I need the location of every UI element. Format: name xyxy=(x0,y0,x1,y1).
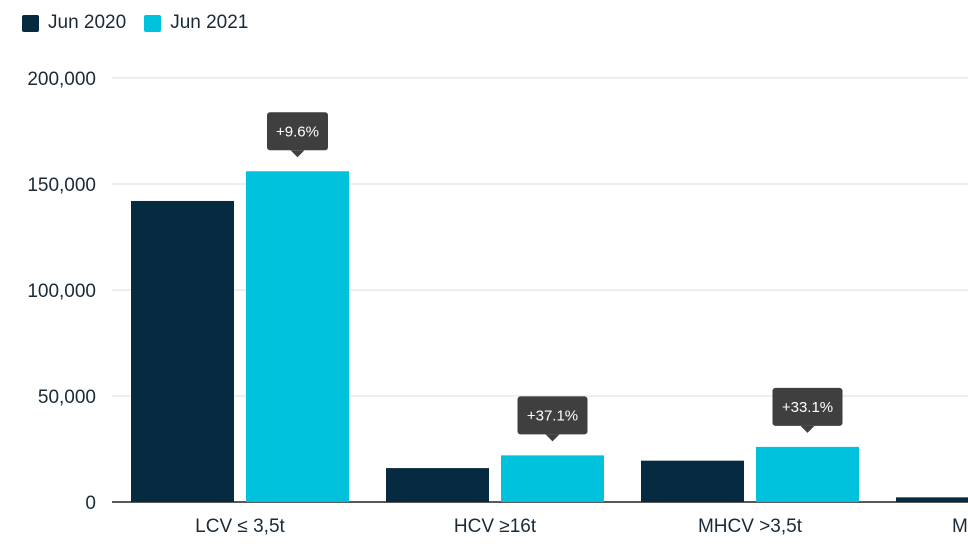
y-tick-label: 150,000 xyxy=(27,175,96,196)
annotation-label: +33.1% xyxy=(782,399,833,416)
legend-item-jun-2021: Jun 2021 xyxy=(144,12,248,34)
annotation-pointer xyxy=(290,150,305,158)
legend-item-jun-2020: Jun 2020 xyxy=(22,12,126,34)
annotation-label: +9.6% xyxy=(276,123,319,140)
annotation-pointer xyxy=(545,434,560,442)
bar-jun-2021 xyxy=(501,455,604,502)
annotation-box xyxy=(772,387,843,426)
y-tick-label: 0 xyxy=(85,493,96,514)
bar-jun-2021 xyxy=(756,446,859,502)
annotation-box xyxy=(267,112,328,151)
y-tick-label: 200,000 xyxy=(27,69,96,90)
x-tick-label: LCV ≤ 3,5t xyxy=(195,516,285,537)
legend: Jun 2020 Jun 2021 xyxy=(22,12,248,34)
annotation-box xyxy=(517,396,588,435)
legend-label-jun-2020: Jun 2020 xyxy=(48,12,127,33)
bar-jun-2021 xyxy=(246,171,349,502)
y-tick-label: 50,000 xyxy=(38,387,96,408)
bar-jun-2020 xyxy=(641,460,744,502)
bar-jun-2020 xyxy=(896,497,968,502)
legend-label-jun-2021: Jun 2021 xyxy=(170,12,249,33)
annotation-label: +37.1% xyxy=(527,407,578,424)
y-tick-label: 100,000 xyxy=(27,281,96,302)
x-tick-label: M xyxy=(952,516,968,537)
bar-jun-2020 xyxy=(386,468,489,502)
annotation-pointer xyxy=(800,425,815,433)
x-tick-label: MHCV >3,5t xyxy=(698,516,803,537)
x-tick-label: HCV ≥16t xyxy=(454,516,537,537)
legend-swatch-jun-2021 xyxy=(144,14,162,32)
legend-swatch-jun-2020 xyxy=(22,14,39,32)
bar-jun-2020 xyxy=(131,200,234,502)
